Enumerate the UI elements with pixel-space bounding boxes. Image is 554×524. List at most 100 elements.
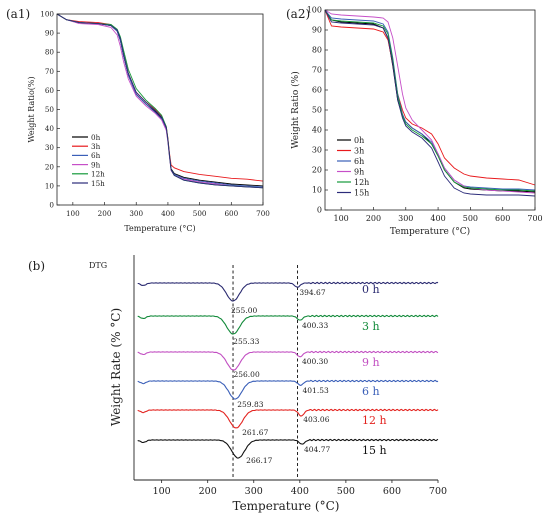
plot-frame xyxy=(56,13,264,206)
x-tick-label: 500 xyxy=(193,209,207,218)
y-tick-label: 90 xyxy=(45,29,55,38)
x-tick-label: 600 xyxy=(495,214,510,223)
series-line-9h xyxy=(56,13,264,189)
dtg-series-line-6h xyxy=(137,379,439,400)
y-axis-label: Weight Ratio(%) xyxy=(27,76,36,142)
legend-label: 3h xyxy=(91,142,101,151)
x-tick-label: 300 xyxy=(245,486,263,497)
x-tick-label: 500 xyxy=(463,214,478,223)
series-line-6h xyxy=(324,9,536,191)
peak-label-1: 255.33 xyxy=(233,337,259,346)
series-name-label: 9 h xyxy=(362,356,380,369)
dtg-series-line-9h xyxy=(137,350,439,371)
legend-label: 0h xyxy=(354,136,364,145)
legend-label: 12h xyxy=(91,170,105,179)
legend-label: 9h xyxy=(91,160,101,169)
x-tick-label: 400 xyxy=(291,486,309,497)
panel-label: (a1) xyxy=(6,7,30,21)
y-tick-label: 50 xyxy=(45,105,55,114)
x-tick-label: 600 xyxy=(383,486,401,497)
x-tick-label: 100 xyxy=(66,209,80,218)
series-name-label: 3 h xyxy=(362,320,380,333)
x-axis-label: Temperature (°C) xyxy=(124,224,195,233)
y-axis-label: Weight Ratio (%) xyxy=(290,71,301,148)
series-line-3h xyxy=(56,13,264,182)
legend-label: 9h xyxy=(354,167,364,176)
y-tick-label: 10 xyxy=(312,186,322,195)
y-tick-label: 50 xyxy=(312,106,322,115)
x-axis-label: Temperature (°C) xyxy=(390,226,470,237)
peak-label-1: 266.17 xyxy=(246,456,272,465)
x-tick-label: 400 xyxy=(430,214,445,223)
x-tick-label: 500 xyxy=(337,486,355,497)
y-tick-label: 20 xyxy=(45,162,55,171)
series-line-15h xyxy=(56,13,264,189)
series-line-6h xyxy=(56,13,264,188)
series-line-3h xyxy=(324,9,536,186)
x-tick-label: 700 xyxy=(527,214,542,223)
chart-title: DTG xyxy=(89,261,107,270)
y-tick-label: 0 xyxy=(49,201,54,210)
legend-label: 0h xyxy=(91,133,101,142)
dtg-series-line-12h xyxy=(137,408,439,429)
series-line-12h xyxy=(324,9,536,192)
x-tick-label: 100 xyxy=(334,214,349,223)
peak-label-2: 400.33 xyxy=(302,321,328,330)
y-tick-label: 60 xyxy=(45,86,55,95)
series-name-label: 0 h xyxy=(362,283,380,296)
y-tick-label: 100 xyxy=(307,6,322,15)
series-line-15h xyxy=(324,9,536,197)
dtg-panel: (b) DTG 255.00 394.67 0 h 255.33 400.33 3 h 256.… xyxy=(28,255,447,513)
tga-panel-0: (a1) 100 200 300 400 500 600 700 0 10 20 30 40 50 60 70… xyxy=(6,7,270,233)
series-name-label: 6 h xyxy=(362,385,380,398)
series-line-0h xyxy=(56,13,264,187)
dtg-series-line-15h xyxy=(137,438,439,459)
y-tick-label: 30 xyxy=(45,143,55,152)
y-tick-label: 30 xyxy=(312,146,322,155)
y-tick-label: 80 xyxy=(45,48,55,57)
series-name-label: 15 h xyxy=(362,444,387,457)
legend-label: 15h xyxy=(91,179,105,188)
x-tick-label: 200 xyxy=(199,486,217,497)
y-tick-label: 10 xyxy=(45,181,55,190)
peak-label-1: 259.83 xyxy=(237,400,263,409)
y-tick-label: 70 xyxy=(45,67,55,76)
legend-label: 12h xyxy=(354,178,369,187)
y-tick-label: 0 xyxy=(317,206,322,215)
y-tick-label: 70 xyxy=(312,66,322,75)
x-tick-label: 400 xyxy=(161,209,175,218)
y-tick-label: 40 xyxy=(312,126,322,135)
x-tick-label: 700 xyxy=(256,209,270,218)
panel-label: (b) xyxy=(28,259,45,273)
peak-label-2: 403.06 xyxy=(303,415,329,424)
x-tick-label: 200 xyxy=(366,214,381,223)
x-tick-label: 300 xyxy=(398,214,413,223)
x-tick-label: 700 xyxy=(429,486,447,497)
series-line-12h xyxy=(56,13,264,189)
dtg-series-line-3h xyxy=(137,314,439,335)
peak-label-2: 394.67 xyxy=(299,288,325,297)
peak-label-1: 256.00 xyxy=(233,370,259,379)
x-axis-label: Temperature (°C) xyxy=(233,499,340,513)
series-name-label: 12 h xyxy=(362,414,387,427)
x-tick-label: 600 xyxy=(224,209,238,218)
x-tick-label: 300 xyxy=(129,209,143,218)
y-tick-label: 40 xyxy=(45,124,55,133)
peak-label-1: 255.00 xyxy=(231,306,257,315)
dtg-series-line-0h xyxy=(137,281,439,302)
y-tick-label: 80 xyxy=(312,46,322,55)
peak-label-2: 401.53 xyxy=(303,386,329,395)
legend-label: 6h xyxy=(354,157,364,166)
y-axis-label: Weight Rate (% °C) xyxy=(109,308,123,426)
y-tick-label: 100 xyxy=(40,10,54,19)
x-tick-label: 100 xyxy=(153,486,171,497)
legend-label: 6h xyxy=(91,151,101,160)
x-tick-label: 200 xyxy=(98,209,112,218)
peak-label-1: 261.67 xyxy=(242,428,268,437)
y-tick-label: 20 xyxy=(312,166,322,175)
peak-label-2: 404.77 xyxy=(304,445,330,454)
y-tick-label: 90 xyxy=(312,26,322,35)
peak-label-2: 400.30 xyxy=(302,357,328,366)
legend-label: 3h xyxy=(354,146,364,155)
